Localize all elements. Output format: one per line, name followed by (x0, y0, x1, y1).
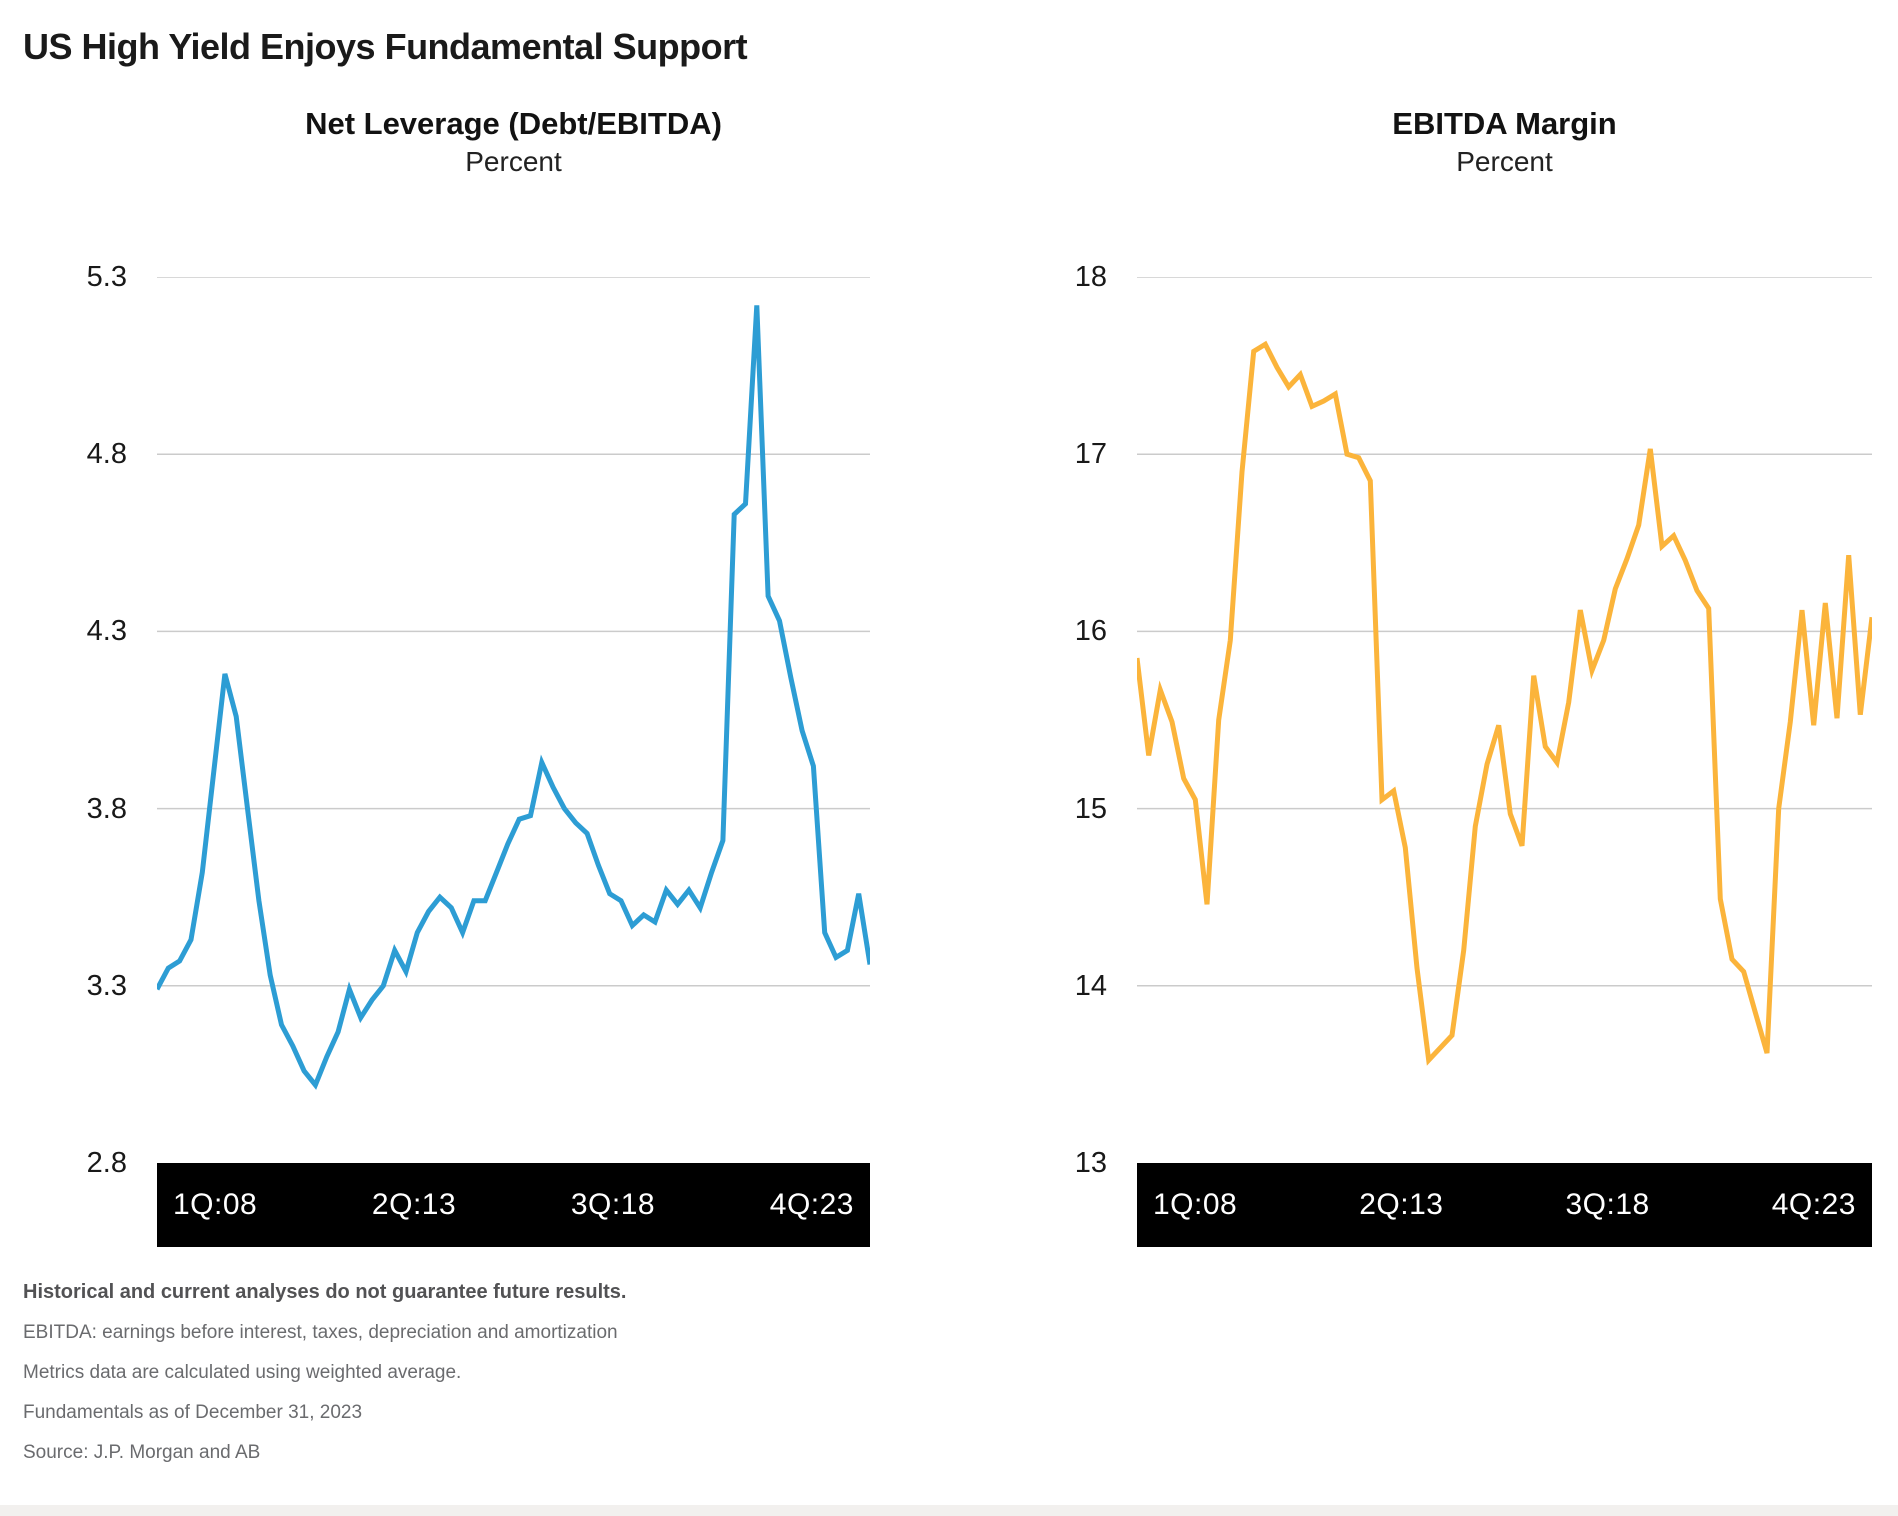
ebitda-margin-x-tick-label: 3Q:18 (1565, 1188, 1650, 1221)
ebitda-margin-line-series (1137, 340, 1872, 1066)
ebitda-margin-y-tick-label: 13 (1074, 1147, 1107, 1179)
footnote-source: Source: J.P. Morgan and AB (23, 1442, 261, 1463)
ebitda-margin-chart-title: EBITDA Margin (1392, 106, 1617, 141)
net-leverage-y-tick-label: 5.3 (86, 261, 127, 293)
bottom-strip (0, 1505, 1898, 1516)
ebitda-margin-y-tick-label: 18 (1074, 261, 1107, 293)
net-leverage-line-series (157, 305, 870, 1090)
net-leverage-y-tick-label: 3.8 (86, 792, 127, 825)
net-leverage-x-axis-bar: 1Q:08 2Q:13 3Q:18 4Q:23 (157, 1163, 870, 1247)
ebitda-margin-x-tick-label: 1Q:08 (1153, 1188, 1238, 1221)
ebitda-margin-x-axis-bar: 1Q:08 2Q:13 3Q:18 4Q:23 (1137, 1163, 1872, 1247)
net-leverage-chart-title: Net Leverage (Debt/EBITDA) (305, 106, 722, 141)
footnote-metrics: Metrics data are calculated using weight… (23, 1362, 462, 1383)
net-leverage-y-tick-label: 4.3 (86, 615, 127, 648)
footnote-disclaimer: Historical and current analyses do not g… (23, 1281, 627, 1303)
ebitda-margin-x-tick-label: 2Q:13 (1359, 1188, 1444, 1221)
net-leverage-y-tick-label: 3.3 (86, 969, 127, 1002)
footnote-ebitda-definition: EBITDA: earnings before interest, taxes,… (23, 1322, 618, 1343)
net-leverage-chart-subtitle: Percent (465, 146, 562, 177)
net-leverage-x-tick-label: 1Q:08 (173, 1188, 258, 1221)
net-leverage-x-tick-label: 3Q:18 (570, 1188, 656, 1221)
ebitda-margin-y-tick-label: 14 (1074, 969, 1107, 1002)
ebitda-margin-y-tick-label: 17 (1074, 438, 1107, 471)
ebitda-margin-line-chart (1137, 277, 1872, 1066)
net-leverage-y-tick-label: 2.8 (86, 1147, 127, 1179)
net-leverage-y-tick-label: 4.8 (86, 438, 127, 471)
net-leverage-x-tick-label: 2Q:13 (371, 1188, 457, 1221)
ebitda-margin-x-tick-label: 4Q:23 (1771, 1188, 1856, 1221)
net-leverage-line-chart (157, 277, 870, 1090)
ebitda-margin-y-tick-label: 15 (1074, 792, 1107, 825)
ebitda-margin-y-tick-label: 16 (1074, 615, 1107, 648)
net-leverage-x-tick-label: 4Q:23 (769, 1188, 854, 1221)
footnotes: Historical and current analyses do not g… (23, 1282, 923, 1482)
footnote-as-of-date: Fundamentals as of December 31, 2023 (23, 1402, 363, 1423)
ebitda-margin-chart-subtitle: Percent (1456, 146, 1553, 177)
page-title: US High Yield Enjoys Fundamental Support (23, 26, 748, 67)
